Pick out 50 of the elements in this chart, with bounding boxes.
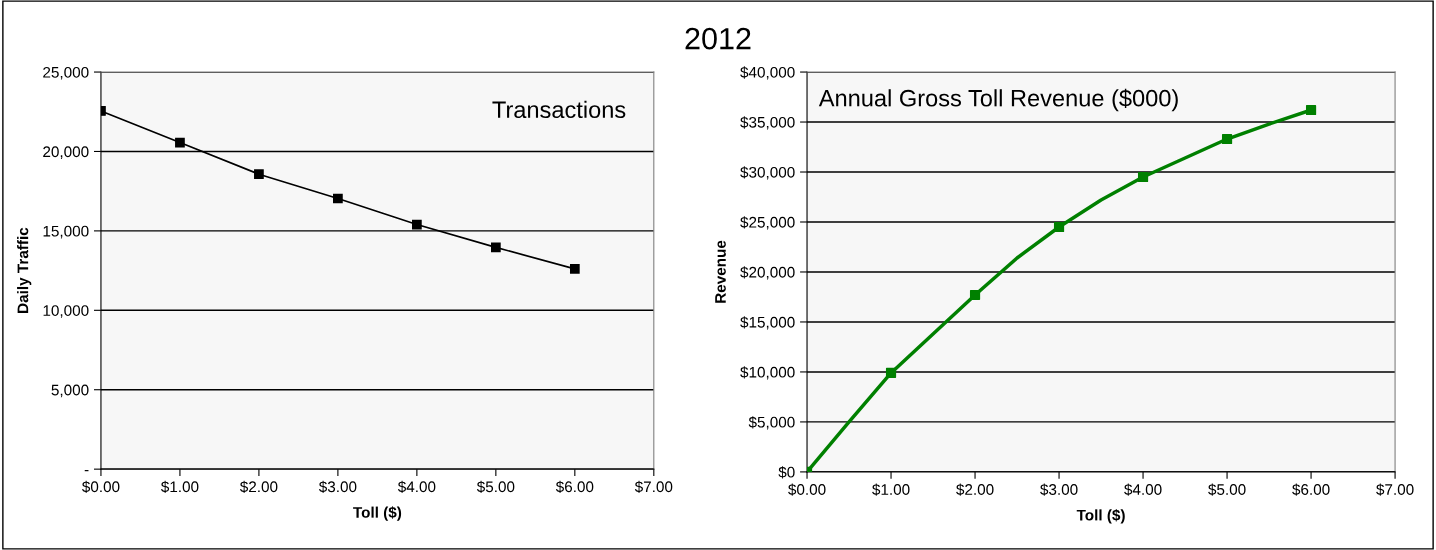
y-axis-title: Revenue bbox=[715, 240, 726, 303]
y-tick-label: $35,000 bbox=[740, 116, 795, 130]
x-tick-label: $2.00 bbox=[239, 480, 278, 494]
point bbox=[885, 367, 897, 379]
annotation: Annual Gross Toll Revenue ($000) bbox=[818, 88, 1178, 112]
y-tick-label: $10,000 bbox=[740, 366, 795, 380]
x-tick-label: $4.00 bbox=[397, 480, 436, 494]
x-tick-label: $7.00 bbox=[634, 480, 673, 494]
x-tick-label: $3.00 bbox=[318, 480, 357, 494]
point bbox=[412, 219, 422, 230]
y-tick-label: $25,000 bbox=[740, 216, 795, 230]
point bbox=[1305, 104, 1317, 116]
y-axis-title: Daily Traffic bbox=[17, 227, 32, 313]
y-tick-label: $30,000 bbox=[740, 166, 795, 180]
y-tick-label: $0 bbox=[778, 466, 795, 479]
x-tick-label: $1.00 bbox=[872, 483, 910, 496]
x-tick-label: $7.00 bbox=[1376, 483, 1414, 496]
annotation: Transactions bbox=[492, 100, 626, 119]
x-axis-title: Toll ($) bbox=[1076, 509, 1125, 524]
point bbox=[1221, 133, 1233, 145]
y-tick-label: 20,000 bbox=[43, 146, 89, 159]
point bbox=[175, 137, 185, 148]
y-tick-label: - bbox=[84, 470, 89, 472]
x-tick-label: $5.00 bbox=[476, 480, 515, 494]
point bbox=[254, 169, 264, 180]
x-tick-label: $5.00 bbox=[1208, 483, 1246, 496]
x-tick-label: $6.00 bbox=[1292, 483, 1330, 496]
y-tick-label: 10,000 bbox=[43, 305, 89, 318]
y-tick-label: $40,000 bbox=[740, 66, 795, 80]
text: 2012 bbox=[685, 27, 751, 50]
x-tick-label: $0.00 bbox=[82, 480, 120, 494]
x-tick-label: $0.00 bbox=[788, 483, 826, 496]
y-tick-label: $5,000 bbox=[748, 416, 795, 430]
point bbox=[1053, 221, 1065, 233]
y-tick-label: 5,000 bbox=[51, 384, 89, 398]
x-tick-label: $2.00 bbox=[956, 483, 994, 496]
y-tick-label: $15,000 bbox=[740, 316, 795, 330]
y-tick-label: 15,000 bbox=[43, 225, 89, 239]
x-axis-title: Toll ($) bbox=[353, 506, 402, 521]
x-tick-label: $6.00 bbox=[555, 480, 594, 494]
x-tick-label: $4.00 bbox=[1124, 483, 1162, 496]
x-tick-label: $3.00 bbox=[1040, 483, 1078, 496]
point bbox=[490, 242, 501, 253]
point bbox=[1137, 171, 1149, 183]
y-tick-label: $20,000 bbox=[740, 266, 795, 280]
x-tick-label: $1.00 bbox=[160, 480, 199, 494]
point bbox=[333, 193, 343, 204]
y-tick-label: 25,000 bbox=[43, 66, 89, 80]
point bbox=[969, 289, 981, 301]
point bbox=[569, 263, 580, 274]
